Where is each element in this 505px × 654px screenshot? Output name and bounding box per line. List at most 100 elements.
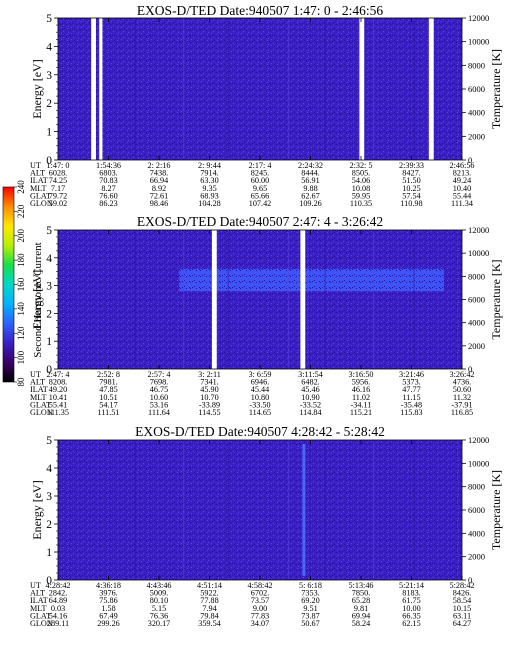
colorbar-tick-label: 160 bbox=[16, 277, 26, 291]
table-cell: 58.24 bbox=[352, 619, 370, 628]
table-row-label: ALT bbox=[30, 169, 45, 178]
table-cell: 77.88 bbox=[200, 596, 218, 605]
table-cell: 2:32: 5 bbox=[350, 161, 373, 170]
y2-tick-label: 4000 bbox=[468, 318, 485, 328]
table-cell: 5.15 bbox=[152, 604, 166, 613]
table-cell: 116.85 bbox=[451, 408, 473, 417]
table-cell: 59.95 bbox=[352, 191, 370, 200]
table-cell: 104.28 bbox=[198, 199, 221, 208]
y-tick-label: 4 bbox=[46, 463, 52, 475]
table-cell: 62.15 bbox=[402, 619, 420, 628]
table-cell: 80.10 bbox=[150, 596, 168, 605]
table-cell: 45.46 bbox=[301, 385, 319, 394]
panel-title: EXOS-D/TED Date:940507 4:28:42 - 5:28:42 bbox=[135, 424, 385, 439]
panel-title: EXOS-D/TED Date:940507 1:47: 0 - 2:46:56 bbox=[137, 3, 384, 18]
spectrogram-streak bbox=[413, 232, 415, 367]
y2-tick-label: 12000 bbox=[468, 225, 489, 235]
y2-tick-label: 10000 bbox=[468, 458, 489, 468]
table-row-label: GLON bbox=[30, 408, 53, 417]
table-cell: 8.92 bbox=[152, 184, 166, 193]
y-tick-label: 3 bbox=[46, 281, 52, 293]
table-cell: 5:13:46 bbox=[348, 581, 373, 590]
y2-tick-label: 8000 bbox=[468, 271, 485, 281]
table-cell: 64.27 bbox=[453, 619, 471, 628]
spectrogram-streak bbox=[324, 232, 326, 367]
table-cell: 34.07 bbox=[251, 619, 269, 628]
colorbar-tick-label: 240 bbox=[16, 180, 26, 194]
table-cell: 107.42 bbox=[249, 199, 272, 208]
table-cell: 65.28 bbox=[352, 596, 370, 605]
y-tick-label: 4 bbox=[46, 41, 52, 53]
table-cell: 76.36 bbox=[150, 611, 168, 620]
spectrogram-streak bbox=[324, 20, 326, 158]
table-cell: 3976. bbox=[99, 589, 117, 598]
table-cell: 46.16 bbox=[352, 385, 370, 394]
data-gap bbox=[428, 17, 434, 161]
table-cell: 8505. bbox=[352, 169, 370, 178]
spectrogram-streak bbox=[373, 232, 375, 367]
table-cell: 1:54:36 bbox=[96, 161, 121, 170]
spectrogram-streak bbox=[413, 20, 415, 158]
table-cell: 45.90 bbox=[200, 385, 218, 394]
spectrogram-streak bbox=[134, 442, 136, 578]
colorbar-tick-label: 80 bbox=[16, 377, 26, 387]
table-cell: 46.75 bbox=[150, 385, 168, 394]
table-row-label: ALT bbox=[30, 378, 45, 387]
y-tick-label: 0 bbox=[46, 155, 52, 167]
table-cell: 2842. bbox=[49, 589, 67, 598]
table-cell: 64.89 bbox=[49, 596, 67, 605]
table-cell: 9.65 bbox=[253, 184, 267, 193]
panel-2: EXOS-D/TED Date:940507 2:47: 4 - 3:26:42… bbox=[30, 214, 503, 417]
table-cell: 57.54 bbox=[402, 191, 420, 200]
y2-tick-label: 12000 bbox=[468, 13, 489, 23]
spectrogram-streak bbox=[134, 232, 136, 367]
table-cell: 7698. bbox=[150, 378, 168, 387]
table-cell: 66.94 bbox=[150, 176, 168, 185]
table-cell: 63.11 bbox=[453, 611, 471, 620]
table-cell: 5956. bbox=[352, 378, 370, 387]
spectrogram-streak bbox=[373, 20, 375, 158]
table-cell: 3:11:54 bbox=[298, 370, 323, 379]
table-cell: 65.66 bbox=[251, 191, 269, 200]
table-cell: 7353. bbox=[301, 589, 319, 598]
table-cell: 8208. bbox=[49, 378, 67, 387]
data-gap bbox=[300, 229, 306, 370]
table-cell: 74.25 bbox=[49, 176, 67, 185]
spectrogram-streak bbox=[324, 442, 326, 578]
data-gap bbox=[91, 17, 96, 161]
table-cell: 54.06 bbox=[352, 176, 370, 185]
spectrogram-streak bbox=[183, 20, 185, 158]
table-cell: 54.16 bbox=[49, 611, 67, 620]
y2-tick-label: 6000 bbox=[468, 84, 485, 94]
table-row-label: ALT bbox=[30, 589, 45, 598]
table-cell: 4736. bbox=[453, 378, 471, 387]
spectrogram-streak bbox=[413, 442, 415, 578]
table-cell: 10.51 bbox=[99, 393, 117, 402]
y2-tick-label: 8000 bbox=[468, 482, 485, 492]
y-tick-label: 1 bbox=[46, 336, 52, 348]
table-cell: -33.89 bbox=[199, 400, 220, 409]
table-cell: 111.64 bbox=[148, 408, 170, 417]
panel-title: EXOS-D/TED Date:940507 2:47: 4 - 3:26:42 bbox=[137, 214, 383, 229]
y-axis-label: Energy [eV] bbox=[30, 270, 44, 329]
y-tick-label: 2 bbox=[46, 98, 52, 110]
y-tick-label: 4 bbox=[46, 253, 52, 265]
table-row-label: GLAT bbox=[30, 611, 51, 620]
colorbar-gradient-bar bbox=[2, 186, 15, 383]
panel-3: EXOS-D/TED Date:940507 4:28:42 - 5:28:42… bbox=[30, 424, 503, 628]
table-cell: -35.48 bbox=[401, 400, 422, 409]
spectrogram-streak bbox=[134, 20, 136, 158]
table-cell: 110.98 bbox=[400, 199, 422, 208]
table-cell: 60.00 bbox=[251, 176, 269, 185]
table-cell: 8444. bbox=[301, 169, 319, 178]
spectrogram-streak bbox=[227, 442, 229, 578]
y2-tick-label: 4000 bbox=[468, 108, 485, 118]
y-tick-label: 3 bbox=[46, 70, 52, 82]
colorbar-ticks: 80 100 120 140 160 180 200 220 240 bbox=[14, 180, 26, 387]
table-cell: 54.17 bbox=[99, 400, 117, 409]
table-cell: 47.77 bbox=[402, 385, 420, 394]
y-tick-label: 5 bbox=[46, 225, 52, 237]
table-cell: 76.60 bbox=[99, 191, 117, 200]
table-cell: 10.15 bbox=[453, 604, 471, 613]
